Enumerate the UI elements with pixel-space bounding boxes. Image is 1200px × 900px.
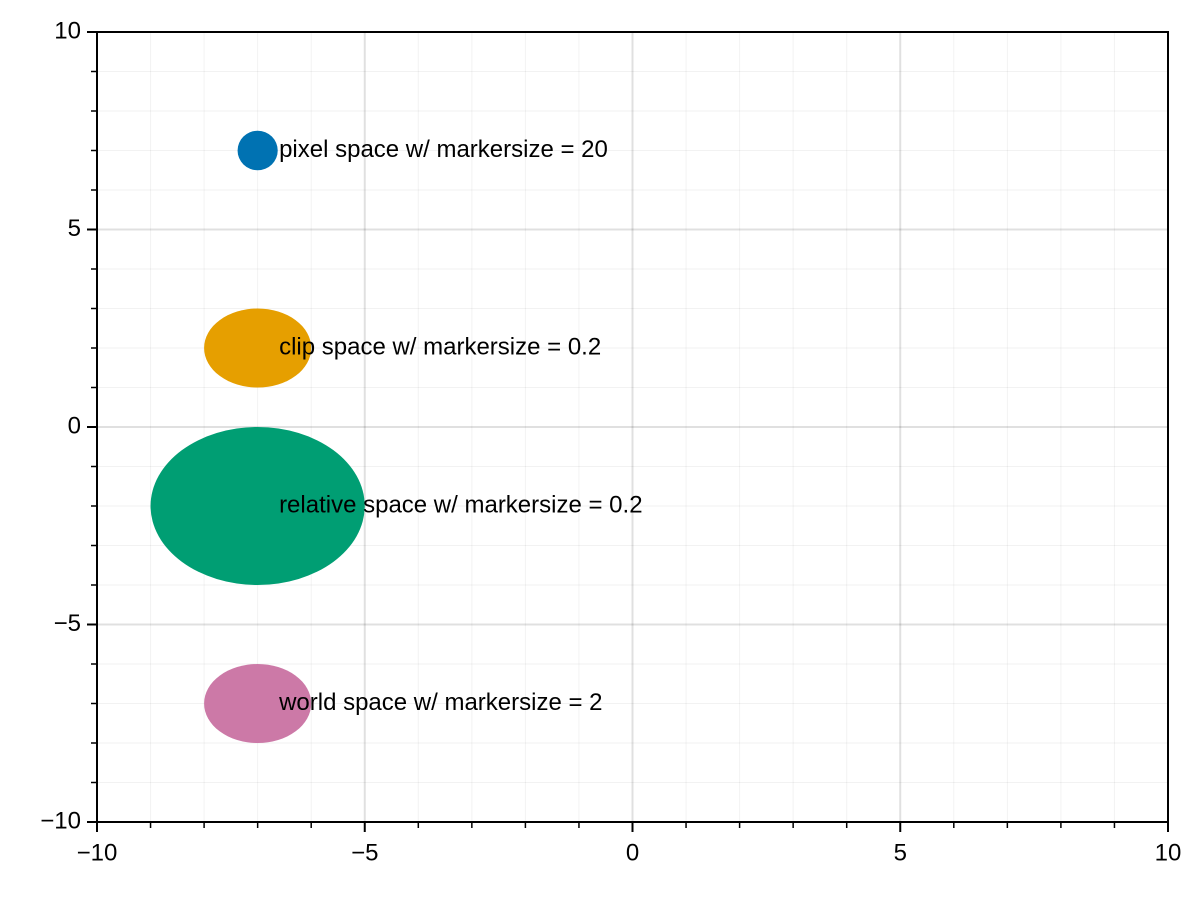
y-tick-label: −10 bbox=[40, 807, 81, 834]
y-tick-label: 5 bbox=[68, 215, 81, 242]
annotation: pixel space w/ markersize = 20 bbox=[279, 136, 608, 163]
annotation: world space w/ markersize = 2 bbox=[278, 689, 602, 716]
marker bbox=[150, 427, 365, 585]
x-tick-label: 0 bbox=[626, 839, 639, 866]
annotation: clip space w/ markersize = 0.2 bbox=[279, 333, 601, 360]
annotation: relative space w/ markersize = 0.2 bbox=[279, 491, 642, 518]
marker bbox=[237, 130, 278, 171]
x-tick-label: −10 bbox=[77, 839, 118, 866]
x-tick-label: 10 bbox=[1155, 839, 1182, 866]
y-tick-label: 10 bbox=[54, 17, 81, 44]
y-tick-label: −5 bbox=[54, 610, 81, 637]
marker bbox=[204, 308, 312, 388]
x-tick-label: −5 bbox=[351, 839, 378, 866]
marker bbox=[204, 664, 312, 743]
y-tick-label: 0 bbox=[68, 412, 81, 439]
x-tick-label: 5 bbox=[894, 839, 907, 866]
